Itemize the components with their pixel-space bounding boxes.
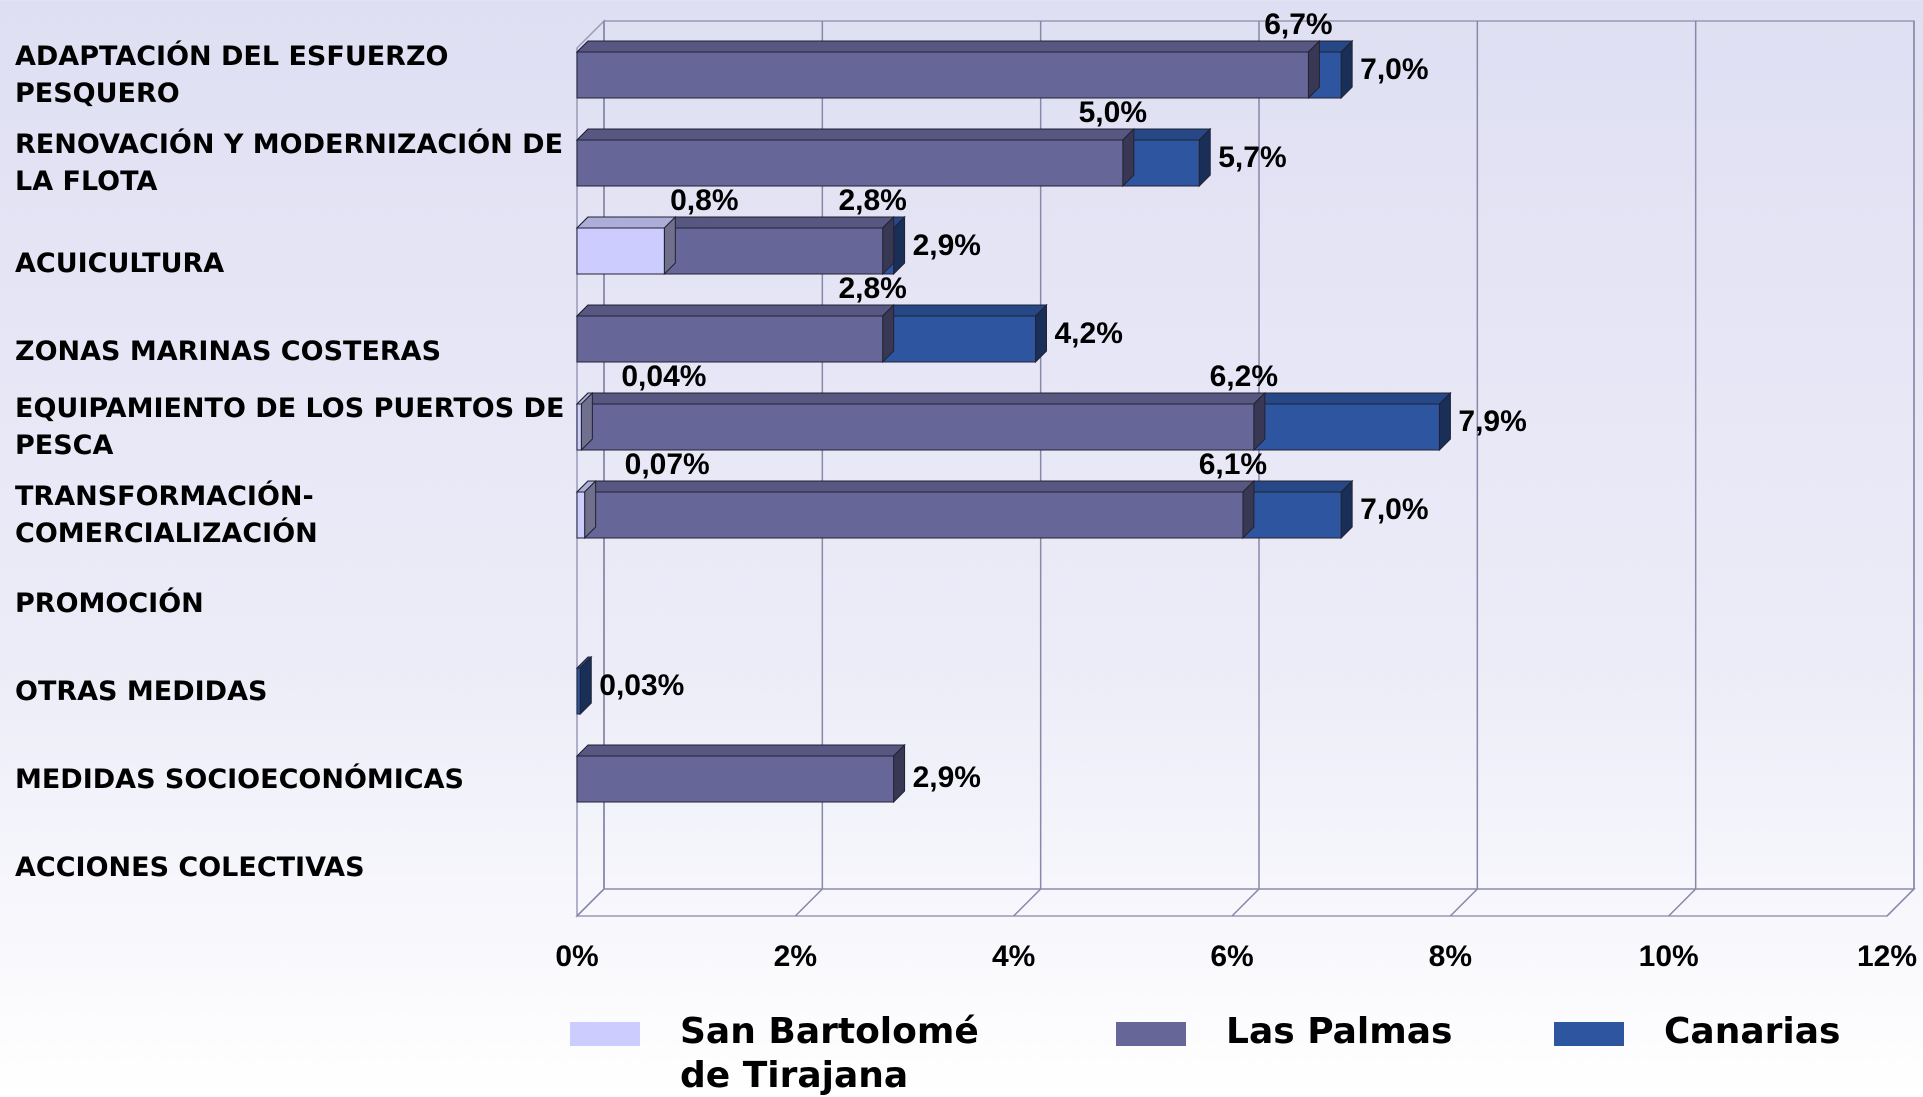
value-label: 0,8%: [670, 184, 738, 217]
value-label: 0,07%: [625, 448, 710, 481]
bar: [576, 491, 1244, 539]
value-label: 7,0%: [1360, 493, 1428, 526]
tick-mark: [1013, 888, 1042, 917]
category-label: RENOVACIÓN Y MODERNIZACIÓN DE LA FLOTA: [15, 129, 564, 197]
value-label: 6,2%: [1210, 360, 1278, 393]
x-tick-label: 0%: [555, 940, 598, 973]
tick-mark: [1886, 888, 1915, 917]
legend-label: San Bartolomé de Tirajana: [680, 1011, 979, 1096]
tick-mark: [1449, 888, 1478, 917]
value-label: 0,03%: [599, 669, 684, 702]
value-label: 6,7%: [1264, 8, 1332, 41]
bar: [576, 315, 884, 363]
x-tick-label: 8%: [1429, 940, 1472, 973]
value-label: 5,7%: [1218, 141, 1286, 174]
bar-top: [575, 480, 1256, 493]
value-label: 2,8%: [838, 184, 906, 217]
bar-top: [575, 392, 1267, 405]
category-label: PROMOCIÓN: [15, 587, 204, 619]
bar-top: [575, 40, 1321, 53]
bar: [576, 403, 582, 451]
category-label: EQUIPAMIENTO DE LOS PUERTOS DE PESCA: [15, 393, 565, 461]
bar: [576, 755, 895, 803]
bar-top: [575, 216, 677, 229]
bar-top: [575, 304, 895, 317]
value-label: 4,2%: [1055, 317, 1123, 350]
bar: [576, 51, 1309, 99]
value-label: 2,9%: [913, 761, 981, 794]
x-tick-label: 4%: [992, 940, 1035, 973]
legend-label: Las Palmas: [1226, 1011, 1453, 1052]
category-label: ADAPTACIÓN DEL ESFUERZO PESQUERO: [15, 41, 449, 109]
category-label: ACCIONES COLECTIVAS: [15, 851, 365, 883]
tick-mark: [1668, 888, 1697, 917]
legend-swatch: [570, 1022, 640, 1046]
category-label: ZONAS MARINAS COSTERAS: [15, 335, 442, 367]
legend-swatch: [1554, 1022, 1624, 1046]
bar: [576, 667, 581, 715]
x-tick-label: 2%: [774, 940, 817, 973]
category-label: MEDIDAS SOCIOECONÓMICAS: [15, 763, 464, 795]
value-label: 6,1%: [1199, 448, 1267, 481]
x-tick-label: 10%: [1639, 940, 1699, 973]
value-label: 2,9%: [913, 229, 981, 262]
legend-label: Canarias: [1664, 1011, 1841, 1052]
category-label: OTRAS MEDIDAS: [15, 675, 268, 707]
bar: [576, 139, 1124, 187]
value-label: 0,04%: [621, 360, 706, 393]
x-tick-label: 12%: [1857, 940, 1917, 973]
tick-mark: [1231, 888, 1260, 917]
x-tick-label: 6%: [1210, 940, 1253, 973]
value-label: 7,9%: [1458, 405, 1526, 438]
value-label: 2,8%: [838, 272, 906, 305]
value-label: 5,0%: [1079, 96, 1147, 129]
value-label: 7,0%: [1360, 53, 1428, 86]
bar: [576, 403, 1255, 451]
category-label: ACUICULTURA: [15, 247, 225, 279]
bar: [576, 227, 665, 275]
tick-mark: [794, 888, 823, 917]
bar-top: [575, 128, 1136, 141]
bar: [576, 491, 586, 539]
legend-swatch: [1116, 1022, 1186, 1046]
tick-mark: [576, 888, 605, 917]
bar-top: [575, 744, 906, 757]
category-label: TRANSFORMACIÓN-COMERCIALIZACIÓN: [15, 481, 318, 549]
